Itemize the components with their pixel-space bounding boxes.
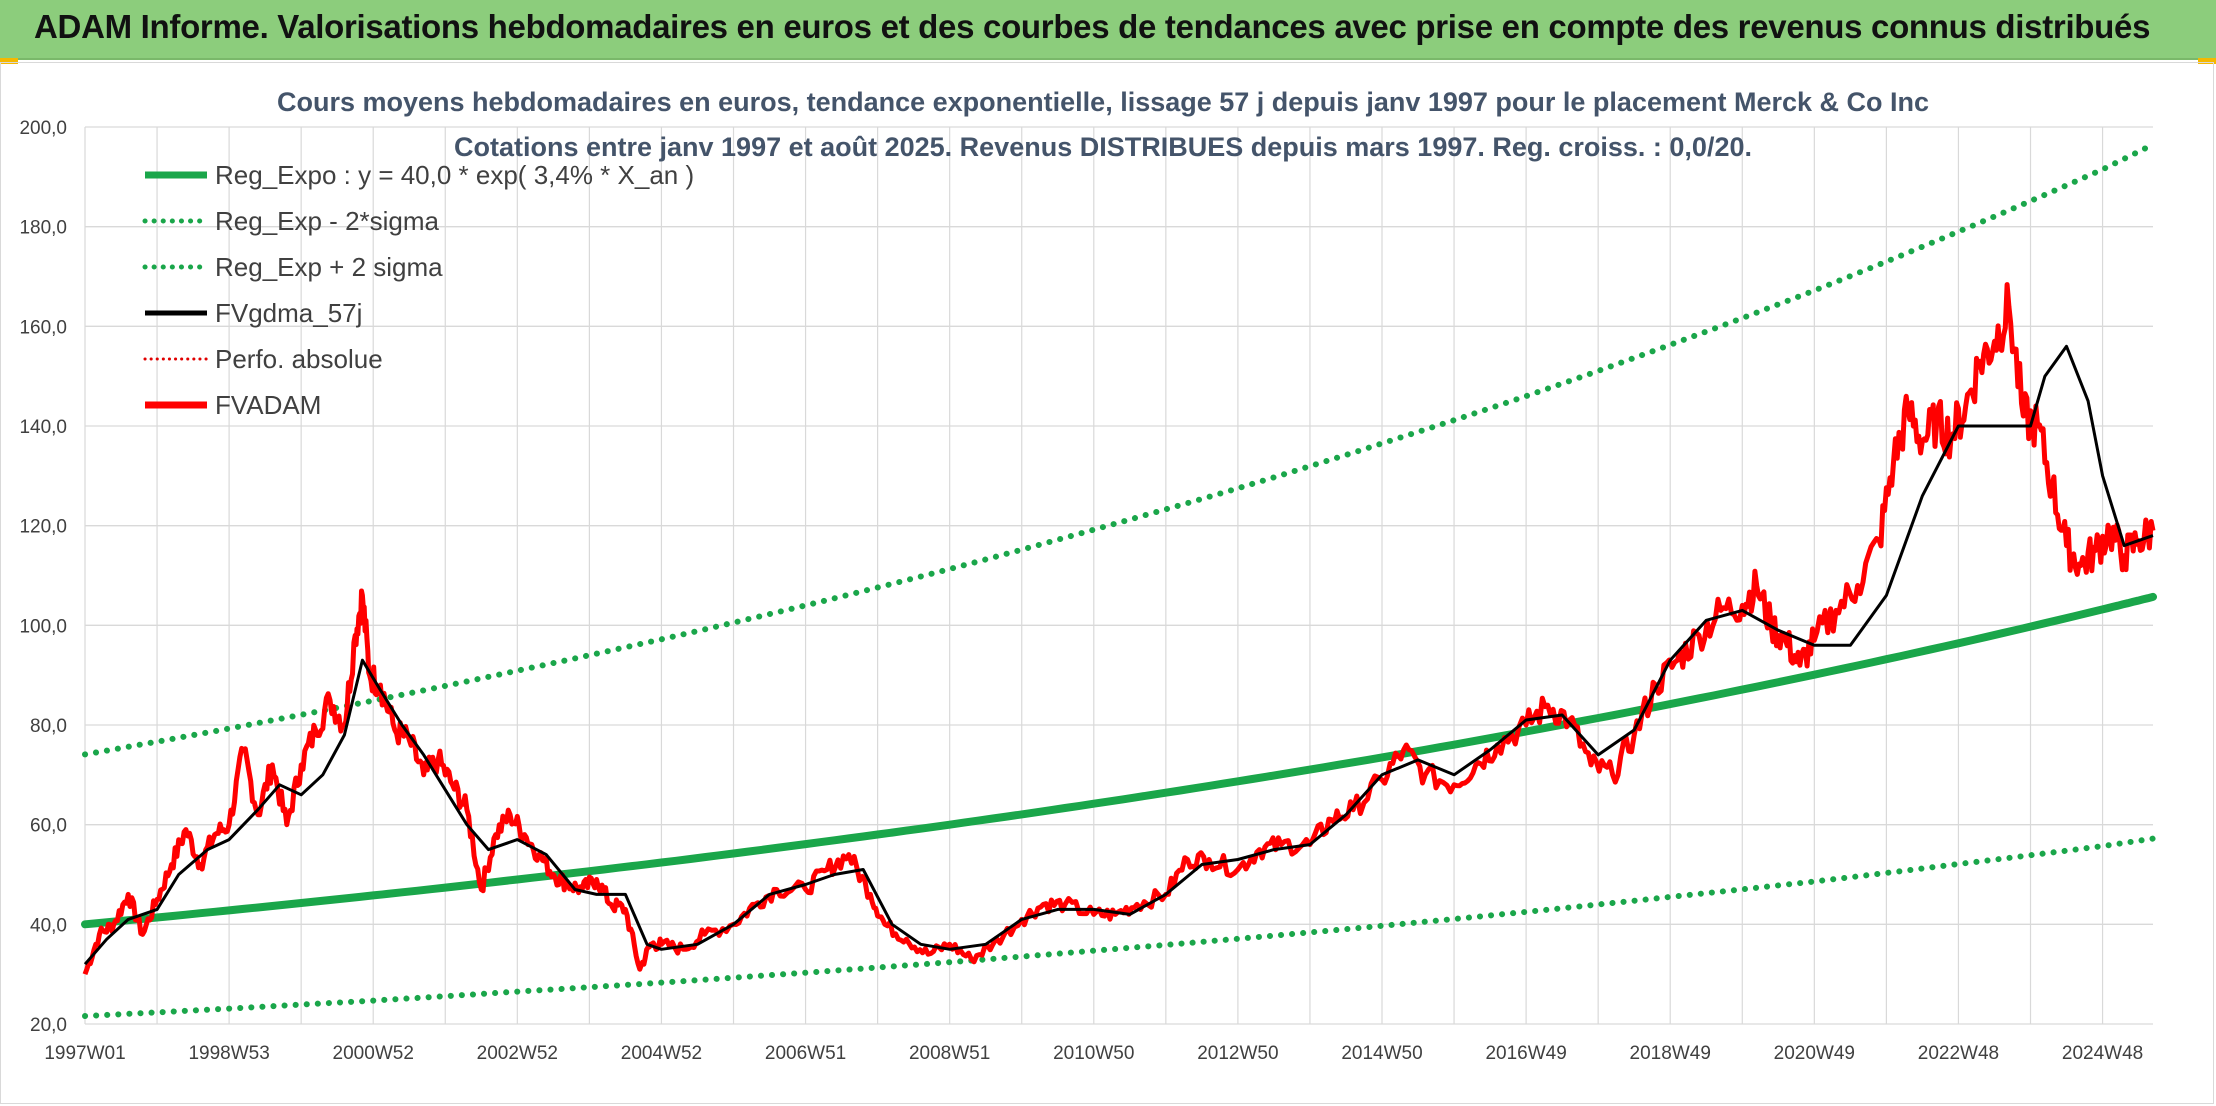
legend-label: Reg_Exp + 2 sigma (215, 252, 443, 282)
y-tick-label: 40,0 (30, 915, 67, 936)
corner-marker-left (0, 58, 18, 64)
y-axis: 20,0 40,0 60,0 80,0 100,0 120,0 140,0 160,0 180,… (19, 118, 67, 1036)
legend-label: Reg_Expo : y = 40,0 * exp( 3,4% * X_an ) (215, 160, 694, 190)
x-tick-label: 2008W51 (909, 1043, 990, 1064)
x-axis: 1997W01 1998W53 2000W52 2002W52 2004W52 2006W… (44, 1043, 2143, 1064)
chart-area: Cours moyens hebdomadaires en euros, ten… (0, 62, 2214, 1104)
report-banner: ADAM Informe. Valorisations hebdomadaire… (0, 0, 2216, 60)
series-reg-expo (81, 592, 2157, 929)
x-tick-label: 2016W49 (1485, 1043, 1566, 1064)
x-tick-label: 2002W52 (477, 1043, 558, 1064)
legend: Reg_Expo : y = 40,0 * exp( 3,4% * X_an )… (142, 160, 694, 420)
x-tick-label: 1998W53 (188, 1043, 269, 1064)
x-tick-label: 2024W48 (2062, 1043, 2143, 1064)
y-tick-label: 60,0 (30, 816, 67, 837)
y-tick-label: 160,0 (19, 317, 67, 338)
legend-label: Perfo. absolue (215, 344, 383, 374)
series-fvgdma-57j (83, 344, 2154, 966)
grid (84, 126, 2153, 1025)
report-title: ADAM Informe. Valorisations hebdomadaire… (34, 8, 2151, 45)
legend-item: Reg_Exp + 2 sigma (142, 252, 443, 282)
y-tick-label: 120,0 (19, 517, 67, 538)
corner-marker-right (2198, 58, 2216, 64)
series-reg-exp-minus-2-sigma (82, 835, 2156, 1019)
legend-item: FVgdma_57j (145, 298, 362, 328)
x-tick-label: 1997W01 (44, 1043, 125, 1064)
x-tick-label: 2000W52 (333, 1043, 414, 1064)
y-tick-label: 180,0 (19, 218, 67, 239)
series-fvadam (82, 282, 2156, 976)
chart-title-line-2: Cotations entre janv 1997 et août 2025. … (454, 132, 1752, 162)
x-tick-label: 2018W49 (1630, 1043, 1711, 1064)
y-tick-label: 80,0 (30, 716, 67, 737)
y-tick-label: 100,0 (19, 616, 67, 637)
x-tick-label: 2014W50 (1341, 1043, 1422, 1064)
x-tick-label: 2012W50 (1197, 1043, 1278, 1064)
chart-title-line-1: Cours moyens hebdomadaires en euros, ten… (277, 87, 1929, 117)
line-chart: Cours moyens hebdomadaires en euros, ten… (19, 87, 2157, 1064)
legend-label: FVgdma_57j (215, 298, 362, 328)
legend-label: FVADAM (215, 390, 321, 420)
y-tick-label: 140,0 (19, 417, 67, 438)
legend-item: Reg_Expo : y = 40,0 * exp( 3,4% * X_an ) (145, 160, 694, 190)
legend-item: Perfo. absolue (143, 344, 383, 374)
x-tick-label: 2020W49 (1774, 1043, 1855, 1064)
x-tick-label: 2010W50 (1053, 1043, 1134, 1064)
series (81, 141, 2157, 1019)
legend-item: FVADAM (145, 390, 321, 420)
x-tick-label: 2004W52 (621, 1043, 702, 1064)
y-tick-label: 200,0 (19, 118, 67, 139)
y-tick-label: 20,0 (30, 1015, 67, 1036)
legend-label: Reg_Exp - 2*sigma (215, 206, 440, 236)
legend-item: Reg_Exp - 2*sigma (142, 206, 440, 236)
x-tick-label: 2006W51 (765, 1043, 846, 1064)
x-tick-label: 2022W48 (1918, 1043, 1999, 1064)
series-reg-exp-plus-2-sigma (82, 141, 2156, 758)
